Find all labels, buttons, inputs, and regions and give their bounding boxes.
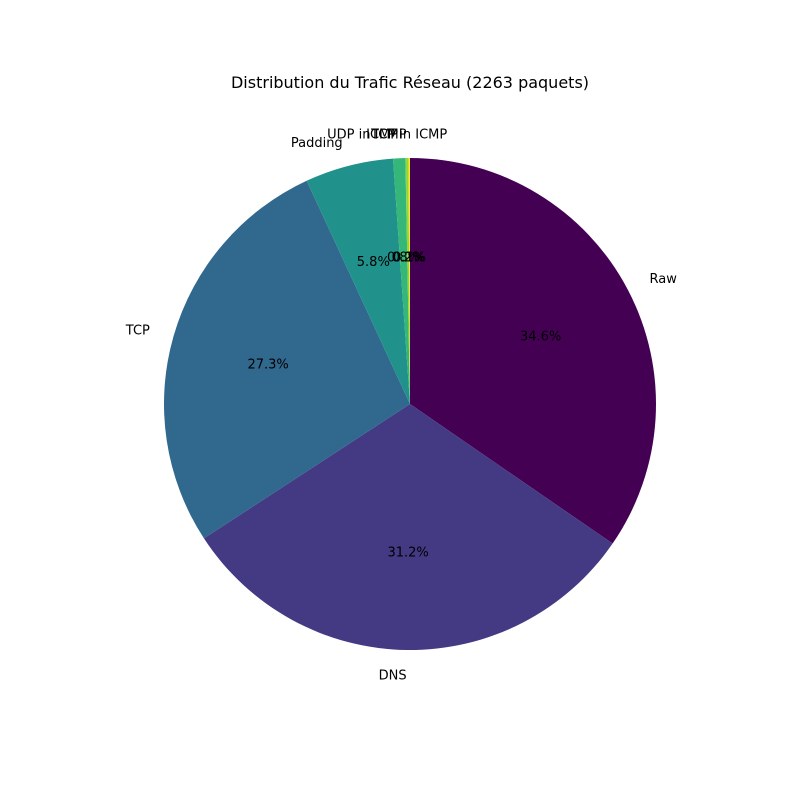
percent-label: 34.6%	[520, 329, 561, 344]
slice-label: Padding	[291, 136, 343, 151]
slice-label: TCP	[125, 323, 150, 338]
pie-slice-dns	[203, 404, 613, 650]
pie-slices	[164, 158, 656, 650]
pie-slice-tcp	[164, 180, 410, 539]
pie-slice-tcp-in-icmp	[408, 158, 410, 404]
slice-label: UDP in ICMP	[327, 127, 407, 142]
percent-label: 5.8%	[357, 255, 390, 270]
pie-slice-raw	[410, 158, 656, 544]
percent-label: 0.2%	[392, 250, 425, 265]
slice-label: TCP in ICMP	[370, 127, 447, 142]
slice-label: Raw	[650, 272, 678, 287]
percent-label: 31.2%	[387, 546, 428, 561]
percent-label: 0.8%	[387, 251, 420, 266]
pie-slice-icmp	[393, 158, 410, 404]
percent-label: 27.3%	[247, 357, 288, 372]
pie-slice-padding	[306, 158, 410, 404]
percent-labels: 34.6% 31.2% 27.3% 5.8%0.8%0.2%0.1%	[247, 250, 561, 560]
slice-label: DNS	[379, 669, 407, 684]
percent-label: 0.1%	[393, 250, 426, 265]
slice-label: ICMP	[366, 128, 398, 143]
chart-title: Distribution du Trafic Réseau (2263 paqu…	[231, 73, 589, 92]
pie-slice-udp-in-icmp	[405, 158, 410, 404]
